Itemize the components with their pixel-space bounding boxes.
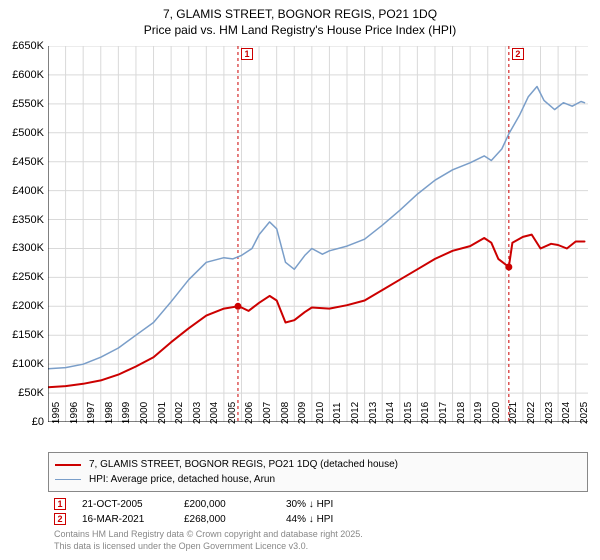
x-tick-label: 2021: [508, 402, 519, 424]
legend-label-hpi: HPI: Average price, detached house, Arun: [89, 472, 275, 487]
y-tick-label: £200K: [2, 300, 48, 312]
sale-vs-hpi: 30% ↓ HPI: [286, 499, 372, 510]
x-tick-label: 2020: [491, 402, 502, 424]
sale-price: £200,000: [184, 499, 270, 510]
y-tick-label: £350K: [2, 214, 48, 226]
x-tick-label: 2001: [157, 402, 168, 424]
sales-table: 1 21-OCT-2005 £200,000 30% ↓ HPI 2 16-MAR-202…: [48, 498, 588, 525]
sale-marker-icon: 1: [54, 498, 66, 510]
y-tick-label: £300K: [2, 242, 48, 254]
x-tick-label: 2000: [139, 402, 150, 424]
x-tick-label: 2004: [209, 402, 220, 424]
x-tick-label: 2018: [456, 402, 467, 424]
chart-plot-area: £0£50K£100K£150K£200K£250K£300K£350K£400…: [48, 46, 588, 422]
chart-svg: [48, 46, 588, 422]
attribution-line-2: This data is licensed under the Open Gov…: [54, 541, 588, 553]
y-tick-label: £50K: [2, 387, 48, 399]
y-tick-label: £150K: [2, 329, 48, 341]
attribution-line-1: Contains HM Land Registry data © Crown c…: [54, 529, 588, 541]
x-tick-label: 2017: [438, 402, 449, 424]
legend-row-series-1: 7, GLAMIS STREET, BOGNOR REGIS, PO21 1DQ…: [55, 457, 581, 472]
x-tick-label: 2009: [297, 402, 308, 424]
y-tick-label: £550K: [2, 98, 48, 110]
sale-date: 21-OCT-2005: [82, 499, 168, 510]
legend-row-series-2: HPI: Average price, detached house, Arun: [55, 472, 581, 487]
x-tick-label: 2006: [244, 402, 255, 424]
attribution: Contains HM Land Registry data © Crown c…: [54, 529, 588, 552]
x-tick-label: 2023: [544, 402, 555, 424]
x-tick-label: 2005: [227, 402, 238, 424]
x-tick-label: 2015: [403, 402, 414, 424]
sale-marker-1: 1: [241, 48, 253, 60]
y-tick-label: £400K: [2, 185, 48, 197]
x-tick-label: 2010: [315, 402, 326, 424]
legend-swatch-hpi: [55, 479, 81, 480]
chart-title: 7, GLAMIS STREET, BOGNOR REGIS, PO21 1DQ…: [0, 0, 600, 38]
y-tick-label: £250K: [2, 271, 48, 283]
sale-vs-hpi: 44% ↓ HPI: [286, 514, 372, 525]
x-tick-label: 2012: [350, 402, 361, 424]
sale-marker-2: 2: [512, 48, 524, 60]
sale-date: 16-MAR-2021: [82, 514, 168, 525]
title-line-1: 7, GLAMIS STREET, BOGNOR REGIS, PO21 1DQ: [0, 6, 600, 22]
x-tick-label: 2022: [526, 402, 537, 424]
x-tick-label: 1997: [86, 402, 97, 424]
y-tick-label: £100K: [2, 358, 48, 370]
x-tick-label: 1995: [51, 402, 62, 424]
legend: 7, GLAMIS STREET, BOGNOR REGIS, PO21 1DQ…: [48, 452, 588, 492]
y-tick-label: £450K: [2, 156, 48, 168]
x-tick-label: 2019: [473, 402, 484, 424]
x-tick-label: 1998: [104, 402, 115, 424]
chart-footer: 7, GLAMIS STREET, BOGNOR REGIS, PO21 1DQ…: [48, 452, 588, 552]
legend-label-price-paid: 7, GLAMIS STREET, BOGNOR REGIS, PO21 1DQ…: [89, 457, 398, 472]
x-tick-label: 2007: [262, 402, 273, 424]
x-tick-label: 2003: [192, 402, 203, 424]
title-line-2: Price paid vs. HM Land Registry's House …: [0, 22, 600, 38]
x-tick-label: 2002: [174, 402, 185, 424]
legend-swatch-price-paid: [55, 464, 81, 466]
x-tick-label: 2016: [420, 402, 431, 424]
sale-marker-icon: 2: [54, 513, 66, 525]
y-tick-label: £600K: [2, 69, 48, 81]
y-tick-label: £500K: [2, 127, 48, 139]
x-tick-label: 2014: [385, 402, 396, 424]
x-tick-label: 2013: [368, 402, 379, 424]
x-tick-label: 1999: [121, 402, 132, 424]
x-tick-label: 2008: [280, 402, 291, 424]
sales-table-row: 2 16-MAR-2021 £268,000 44% ↓ HPI: [54, 513, 588, 525]
y-tick-label: £650K: [2, 40, 48, 52]
x-tick-label: 2025: [579, 402, 590, 424]
x-tick-label: 2011: [332, 402, 343, 424]
x-tick-label: 2024: [561, 402, 572, 424]
sales-table-row: 1 21-OCT-2005 £200,000 30% ↓ HPI: [54, 498, 588, 510]
x-tick-label: 1996: [69, 402, 80, 424]
sale-price: £268,000: [184, 514, 270, 525]
y-tick-label: £0: [2, 416, 48, 428]
